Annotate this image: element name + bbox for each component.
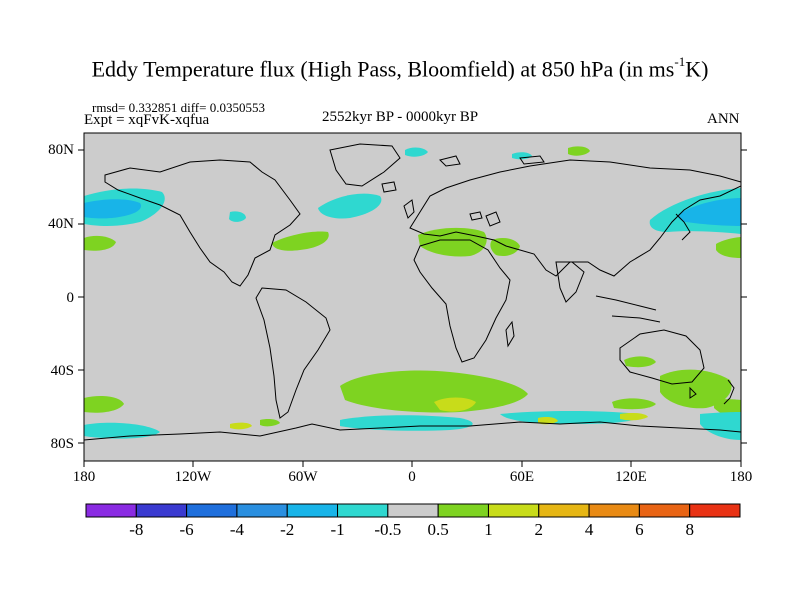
colorbar-label: 4 [584, 520, 594, 539]
colorbar-label: -6 [179, 520, 194, 539]
colorbar-label: 6 [635, 520, 644, 539]
lon-label-180e: 180 [729, 469, 753, 485]
anomaly-fields [84, 146, 741, 440]
lon-label-120e: 120E [615, 469, 647, 485]
lon-label-60e: 60E [509, 469, 535, 485]
colorbar-swatch [437, 503, 489, 518]
colorbar-swatch [487, 503, 540, 518]
colorbar-label: 1 [484, 520, 493, 539]
colorbar-swatch [588, 503, 640, 518]
lon-label-0: 0 [408, 469, 416, 485]
lon-label-60w: 60W [288, 469, 318, 485]
colorbar-label: 2 [534, 520, 544, 539]
colorbar-label: 8 [685, 520, 694, 539]
stats-label: rmsd= 0.332851 diff= 0.0350553 [92, 100, 265, 115]
lon-label-180w: 180 [72, 469, 96, 485]
colorbar-label: -1 [330, 520, 345, 539]
period-label: 2552kyr BP - 0000kyr BP [322, 109, 479, 125]
colorbar-swatch [85, 503, 137, 518]
colorbar-swatch [186, 503, 238, 518]
lon-ticks [83, 461, 742, 467]
colorbar-label: -0.5 [374, 520, 402, 539]
plot-title: Eddy Temperature flux (High Pass, Bloomf… [91, 54, 709, 82]
map-background [84, 133, 741, 461]
season-label: ANN [707, 111, 740, 127]
lat-label-40n: 40N [48, 216, 74, 232]
colorbar-swatch [689, 503, 741, 518]
coastlines [84, 143, 741, 441]
colorbar-label: -4 [229, 520, 244, 539]
colorbar-label: -8 [129, 520, 144, 539]
colorbar-swatch [538, 503, 590, 518]
lat-label-40s: 40S [50, 363, 74, 379]
colorbar-label: -2 [280, 520, 295, 539]
lat-label-0: 0 [66, 290, 75, 306]
colorbar-label: 0.5 [427, 520, 449, 539]
lat-label-80s: 80S [50, 436, 74, 452]
colorbar-swatch [286, 503, 339, 518]
lat-ticks [78, 149, 747, 444]
colorbar-swatch [337, 503, 389, 518]
colorbar [85, 503, 741, 518]
lat-label-80n: 80N [48, 142, 74, 158]
colorbar-swatch [236, 503, 288, 518]
lon-label-120w: 120W [174, 469, 212, 485]
colorbar-swatch [135, 503, 188, 518]
colorbar-swatch [638, 503, 691, 518]
experiment-label: Expt = xqFvK-xqfua [84, 112, 210, 128]
colorbar-swatch [387, 503, 439, 518]
